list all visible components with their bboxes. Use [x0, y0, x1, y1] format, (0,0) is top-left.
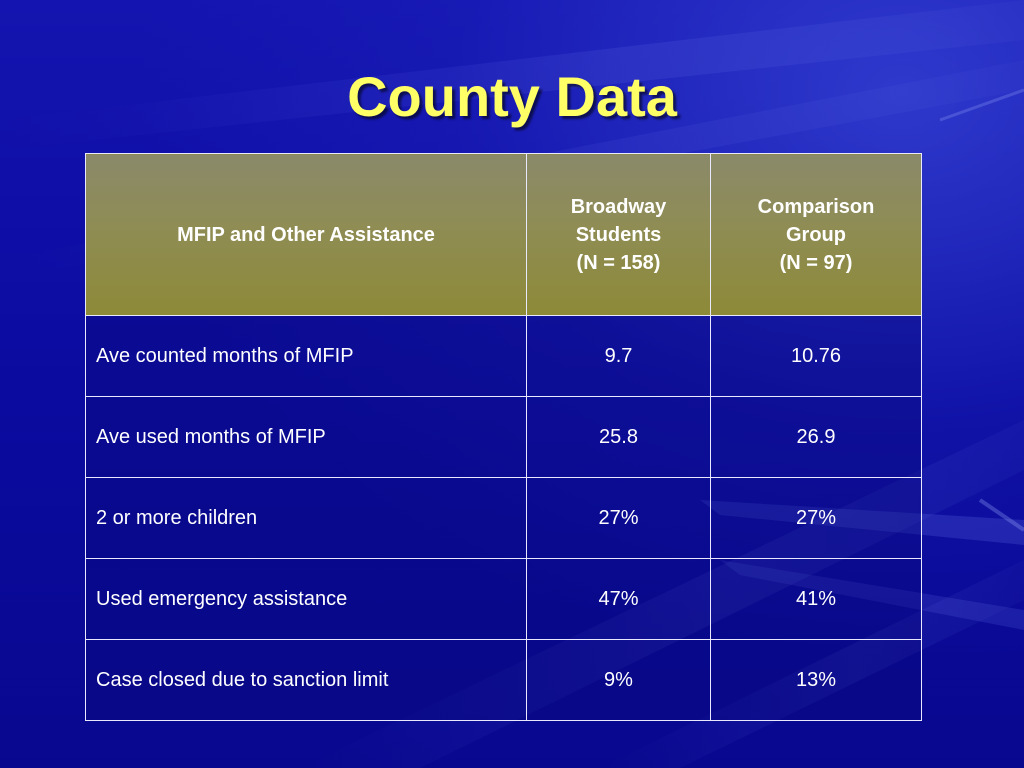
table-row: Ave counted months of MFIP 9.7 10.76: [85, 315, 922, 397]
header-comparison-group: Comparison Group (N = 97): [710, 153, 922, 316]
comparison-value: 41%: [710, 558, 922, 640]
table-row: Case closed due to sanction limit 9% 13%: [85, 639, 922, 721]
row-label: Used emergency assistance: [85, 558, 527, 640]
header-mfip-assistance: MFIP and Other Assistance: [85, 153, 527, 316]
header-broadway-students: Broadway Students (N = 158): [526, 153, 711, 316]
broadway-value: 47%: [526, 558, 711, 640]
header-line: Broadway: [570, 195, 667, 218]
header-line: Students: [575, 223, 662, 246]
county-data-table: MFIP and Other Assistance Broadway Stude…: [85, 153, 922, 721]
header-line: Comparison: [757, 195, 875, 218]
slide-title: County Data: [347, 65, 677, 128]
row-label: Case closed due to sanction limit: [85, 639, 527, 721]
comparison-value: 10.76: [710, 315, 922, 397]
row-label: 2 or more children: [85, 477, 527, 559]
broadway-value: 9%: [526, 639, 711, 721]
table-row: Used emergency assistance 47% 41%: [85, 558, 922, 640]
broadway-value: 27%: [526, 477, 711, 559]
comparison-value: 13%: [710, 639, 922, 721]
broadway-value: 9.7: [526, 315, 711, 397]
header-line: Group: [786, 223, 846, 246]
table-row: Ave used months of MFIP 25.8 26.9: [85, 396, 922, 478]
header-line: MFIP and Other Assistance: [177, 223, 435, 246]
row-label: Ave used months of MFIP: [85, 396, 527, 478]
header-line: (N = 97): [779, 251, 853, 274]
comparison-value: 27%: [710, 477, 922, 559]
broadway-value: 25.8: [526, 396, 711, 478]
header-line: (N = 158): [576, 251, 661, 274]
table-row: 2 or more children 27% 27%: [85, 477, 922, 559]
table-header-row: MFIP and Other Assistance Broadway Stude…: [85, 153, 922, 316]
comparison-value: 26.9: [710, 396, 922, 478]
row-label: Ave counted months of MFIP: [85, 315, 527, 397]
